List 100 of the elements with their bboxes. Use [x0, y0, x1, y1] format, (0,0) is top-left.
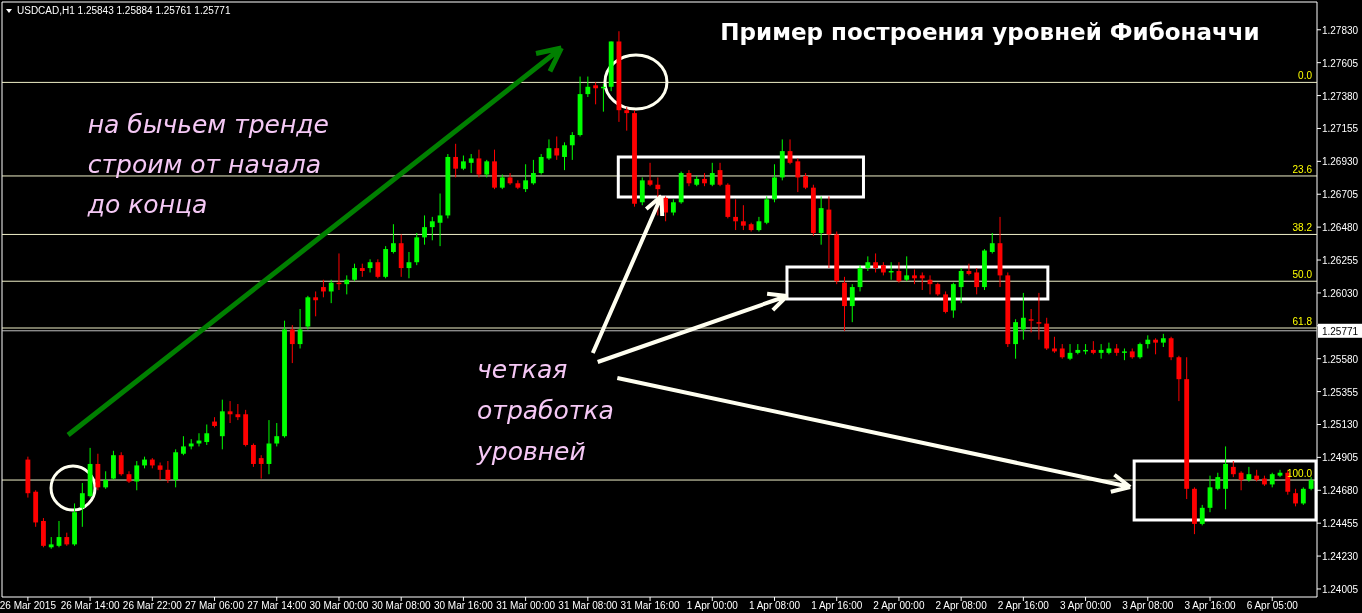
x-tick-label: 26 Mar 22:00: [122, 600, 183, 611]
candlestick: [1246, 466, 1252, 483]
candlestick: [523, 163, 529, 193]
text: Пример построения уровней Фибоначчи: [720, 19, 1260, 45]
candlestick: [569, 131, 575, 161]
y-tick-label: 1.26255: [1321, 255, 1359, 267]
chart-subtitle: USDCAD,H1 1.25843 1.25884 1.25761 1.25771: [17, 5, 231, 16]
candlestick: [1036, 292, 1042, 341]
candlestick: [95, 453, 101, 491]
x-tick-label: 31 Mar 00:00: [496, 600, 556, 611]
y-tick-label: 1.27155: [1321, 123, 1359, 135]
candlestick: [772, 163, 777, 203]
candlestick: [235, 403, 241, 421]
candlestick: [1013, 318, 1018, 360]
candlestick: [733, 198, 739, 231]
candlestick: [624, 106, 630, 132]
candlestick: [344, 274, 350, 295]
candlestick: [468, 153, 474, 174]
y-tick-label: 1.26930: [1321, 156, 1359, 168]
x-tick-label: 31 Mar 16:00: [620, 600, 680, 611]
candlestick: [943, 290, 948, 314]
annotation: 61.8: [1292, 316, 1313, 328]
x-tick-label: 26 Mar 14:00: [60, 600, 120, 611]
x-tick-label: 2 Apr 16:00: [997, 600, 1050, 611]
x-tick-label: 31 Mar 08:00: [558, 600, 618, 611]
candlestick: [530, 159, 536, 186]
candlestick: [647, 162, 653, 187]
y-tick-label: 1.25355: [1321, 386, 1359, 398]
candlestick: [251, 443, 256, 468]
candlestick: [562, 141, 567, 171]
candlestick: [1199, 504, 1205, 526]
candlestick: [593, 81, 599, 105]
candlestick: [165, 460, 171, 484]
y-tick-label: 1.25580: [1321, 353, 1359, 365]
candlestick: [157, 462, 163, 481]
candlestick: [391, 223, 396, 254]
y-tick-label: 1.25130: [1321, 419, 1359, 431]
candlestick: [873, 252, 878, 273]
candlestick: [989, 232, 995, 254]
y-tick-label: 1.24230: [1321, 551, 1359, 563]
candlestick: [111, 450, 116, 481]
candlestick: [904, 255, 910, 282]
candlestick: [764, 195, 770, 225]
candlestick: [639, 176, 645, 206]
annotation: 0.0: [1298, 70, 1313, 82]
candlestick: [313, 290, 319, 317]
y-tick-label: 1.26030: [1321, 287, 1359, 299]
y-tick-label: 1.26705: [1321, 189, 1359, 201]
candlestick: [795, 157, 801, 193]
annotation: четкая отработка уровней: [476, 355, 614, 466]
candlestick: [453, 143, 459, 178]
candlestick: [375, 258, 381, 279]
candlestick: [181, 435, 186, 456]
candlestick: [585, 76, 591, 98]
candlestick: [1028, 308, 1034, 333]
candlestick: [274, 422, 280, 447]
candlestick: [1168, 336, 1174, 361]
x-tick-label: 27 Mar 14:00: [247, 600, 307, 611]
candlestick: [538, 153, 544, 176]
x-tick-label: 1 Apr 08:00: [748, 600, 801, 611]
x-tick-label: 26 Mar 2015: [0, 600, 57, 611]
candlestick: [227, 400, 233, 424]
x-tick-label: 2 Apr 08:00: [935, 600, 988, 611]
candlestick: [204, 423, 210, 446]
candlestick: [437, 193, 443, 247]
annotation: на бычьем тренде строим от начала до конца: [86, 110, 330, 219]
y-tick-label: 1.26480: [1321, 222, 1359, 234]
candlestick: [974, 267, 980, 295]
candlestick: [1098, 343, 1104, 360]
x-tick-label: 3 Apr 08:00: [1122, 600, 1174, 611]
candlestick: [740, 204, 746, 231]
x-tick-label: 27 Mar 06:00: [185, 600, 245, 611]
x-tick-label: 6 Apr 05:00: [1246, 600, 1299, 611]
x-tick-label: 30 Mar 00:00: [309, 600, 369, 611]
candlestick: [849, 283, 855, 323]
x-tick-label: 30 Mar 16:00: [433, 600, 494, 611]
candlestick: [328, 279, 334, 304]
y-tick-label: 1.27830: [1321, 24, 1359, 36]
candlestick: [258, 454, 264, 480]
y-tick-label: 1.24005: [1321, 583, 1359, 595]
annotation: 23.6: [1292, 163, 1313, 175]
candlestick: [1020, 292, 1026, 341]
ref-line-label: 1.25771: [1321, 325, 1359, 337]
candlestick: [1176, 355, 1182, 402]
y-tick-label: 1.27380: [1321, 90, 1359, 102]
candlestick: [422, 214, 427, 246]
candlestick: [554, 136, 560, 161]
y-tick-label: 1.27605: [1321, 57, 1359, 69]
candlestick: [709, 162, 715, 187]
annotation: 50.0: [1292, 269, 1313, 281]
y-tick-label: 1.24905: [1321, 452, 1359, 464]
candlestick: [134, 460, 140, 491]
candlestick: [289, 324, 295, 364]
x-tick-label: 1 Apr 00:00: [686, 600, 739, 611]
annotation: 38.2: [1292, 222, 1313, 234]
x-tick-label: 3 Apr 00:00: [1060, 600, 1112, 611]
x-tick-label: 2 Apr 00:00: [873, 600, 925, 611]
candlestick: [958, 267, 964, 304]
candlestick: [429, 216, 435, 241]
candlestick: [842, 276, 847, 332]
